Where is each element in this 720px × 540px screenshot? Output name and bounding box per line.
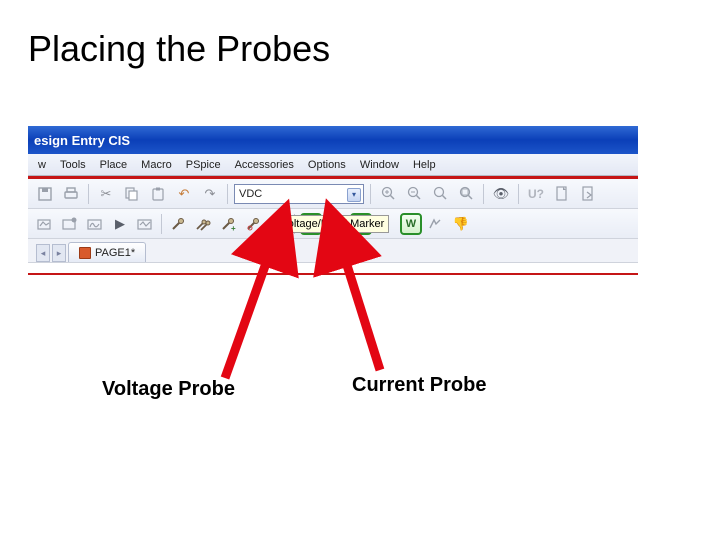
canvas-area (28, 263, 638, 273)
zoom-in-icon[interactable] (377, 183, 399, 205)
dropdown-value: VDC (239, 188, 262, 200)
window-titlebar: esign Entry CIS (28, 126, 638, 154)
svg-text:+: + (231, 224, 236, 232)
paste-icon[interactable] (147, 183, 169, 205)
separator (161, 214, 162, 234)
voltage-probe-button[interactable] (167, 213, 189, 235)
tab-bar: ◂ ▸ PAGE1* (28, 239, 638, 263)
sim-profile-icon[interactable] (34, 213, 56, 235)
separator (483, 184, 484, 204)
doc-arrow-icon[interactable] (577, 183, 599, 205)
annotation-current-label: Current Probe (352, 374, 486, 397)
redo-icon[interactable]: ↷ (199, 183, 221, 205)
bias-w-toggle[interactable]: W (400, 213, 422, 235)
u-icon[interactable]: U? (525, 183, 547, 205)
separator (227, 184, 228, 204)
thumbs-down-icon[interactable]: 👎 (450, 213, 472, 235)
save-icon[interactable] (34, 183, 56, 205)
menu-item-view-fragment[interactable]: w (38, 159, 46, 171)
chevron-down-icon[interactable]: ▾ (347, 188, 361, 202)
menu-item-tools[interactable]: Tools (60, 159, 86, 171)
tab-page1[interactable]: PAGE1* (68, 242, 146, 262)
doc-new-icon[interactable] (551, 183, 573, 205)
zoom-fit-icon[interactable] (455, 183, 477, 205)
schematic-tab-icon (79, 247, 91, 259)
menu-item-place[interactable]: Place (100, 159, 128, 171)
probe-add-button[interactable]: + (217, 213, 239, 235)
tab-scroll-left[interactable]: ◂ (36, 244, 50, 262)
tooltip: Voltage/Level Marker (276, 215, 389, 233)
menu-item-window[interactable]: Window (360, 159, 399, 171)
print-icon[interactable] (60, 183, 82, 205)
menu-item-options[interactable]: Options (308, 159, 346, 171)
current-probe-button[interactable] (242, 213, 264, 235)
tab-scroll-right[interactable]: ▸ (52, 244, 66, 262)
separator (518, 184, 519, 204)
slide-title: Placing the Probes (28, 28, 330, 70)
view-results-icon[interactable] (134, 213, 156, 235)
undo-icon[interactable]: ↶ (173, 183, 195, 205)
run-icon[interactable]: ▶ (109, 213, 131, 235)
bias-w-level-toggle[interactable] (425, 213, 447, 235)
sim-settings-icon[interactable] (59, 213, 81, 235)
menu-item-accessories[interactable]: Accessories (235, 159, 294, 171)
cut-icon[interactable]: ✂ (95, 183, 117, 205)
window-title: esign Entry CIS (34, 133, 130, 148)
menu-item-pspice[interactable]: PSpice (186, 159, 221, 171)
app-window: esign Entry CIS w Tools Place Macro PSpi… (28, 126, 638, 275)
part-dropdown[interactable]: VDC ▾ (234, 184, 364, 204)
voltage-diff-probe-button[interactable] (192, 213, 214, 235)
toolbar-row-1: ✂ ↶ ↷ VDC ▾ 👁 U? (28, 179, 638, 209)
eye-icon[interactable]: 👁 (490, 183, 512, 205)
zoom-area-icon[interactable] (429, 183, 451, 205)
zoom-out-icon[interactable] (403, 183, 425, 205)
menu-bar: w Tools Place Macro PSpice Accessories O… (28, 154, 638, 176)
annotation-voltage-label: Voltage Probe (102, 378, 235, 401)
tab-label: PAGE1* (95, 247, 135, 259)
menu-item-macro[interactable]: Macro (141, 159, 172, 171)
separator (370, 184, 371, 204)
copy-icon[interactable] (121, 183, 143, 205)
separator (88, 184, 89, 204)
waveform-icon[interactable] (84, 213, 106, 235)
menu-item-help[interactable]: Help (413, 159, 436, 171)
